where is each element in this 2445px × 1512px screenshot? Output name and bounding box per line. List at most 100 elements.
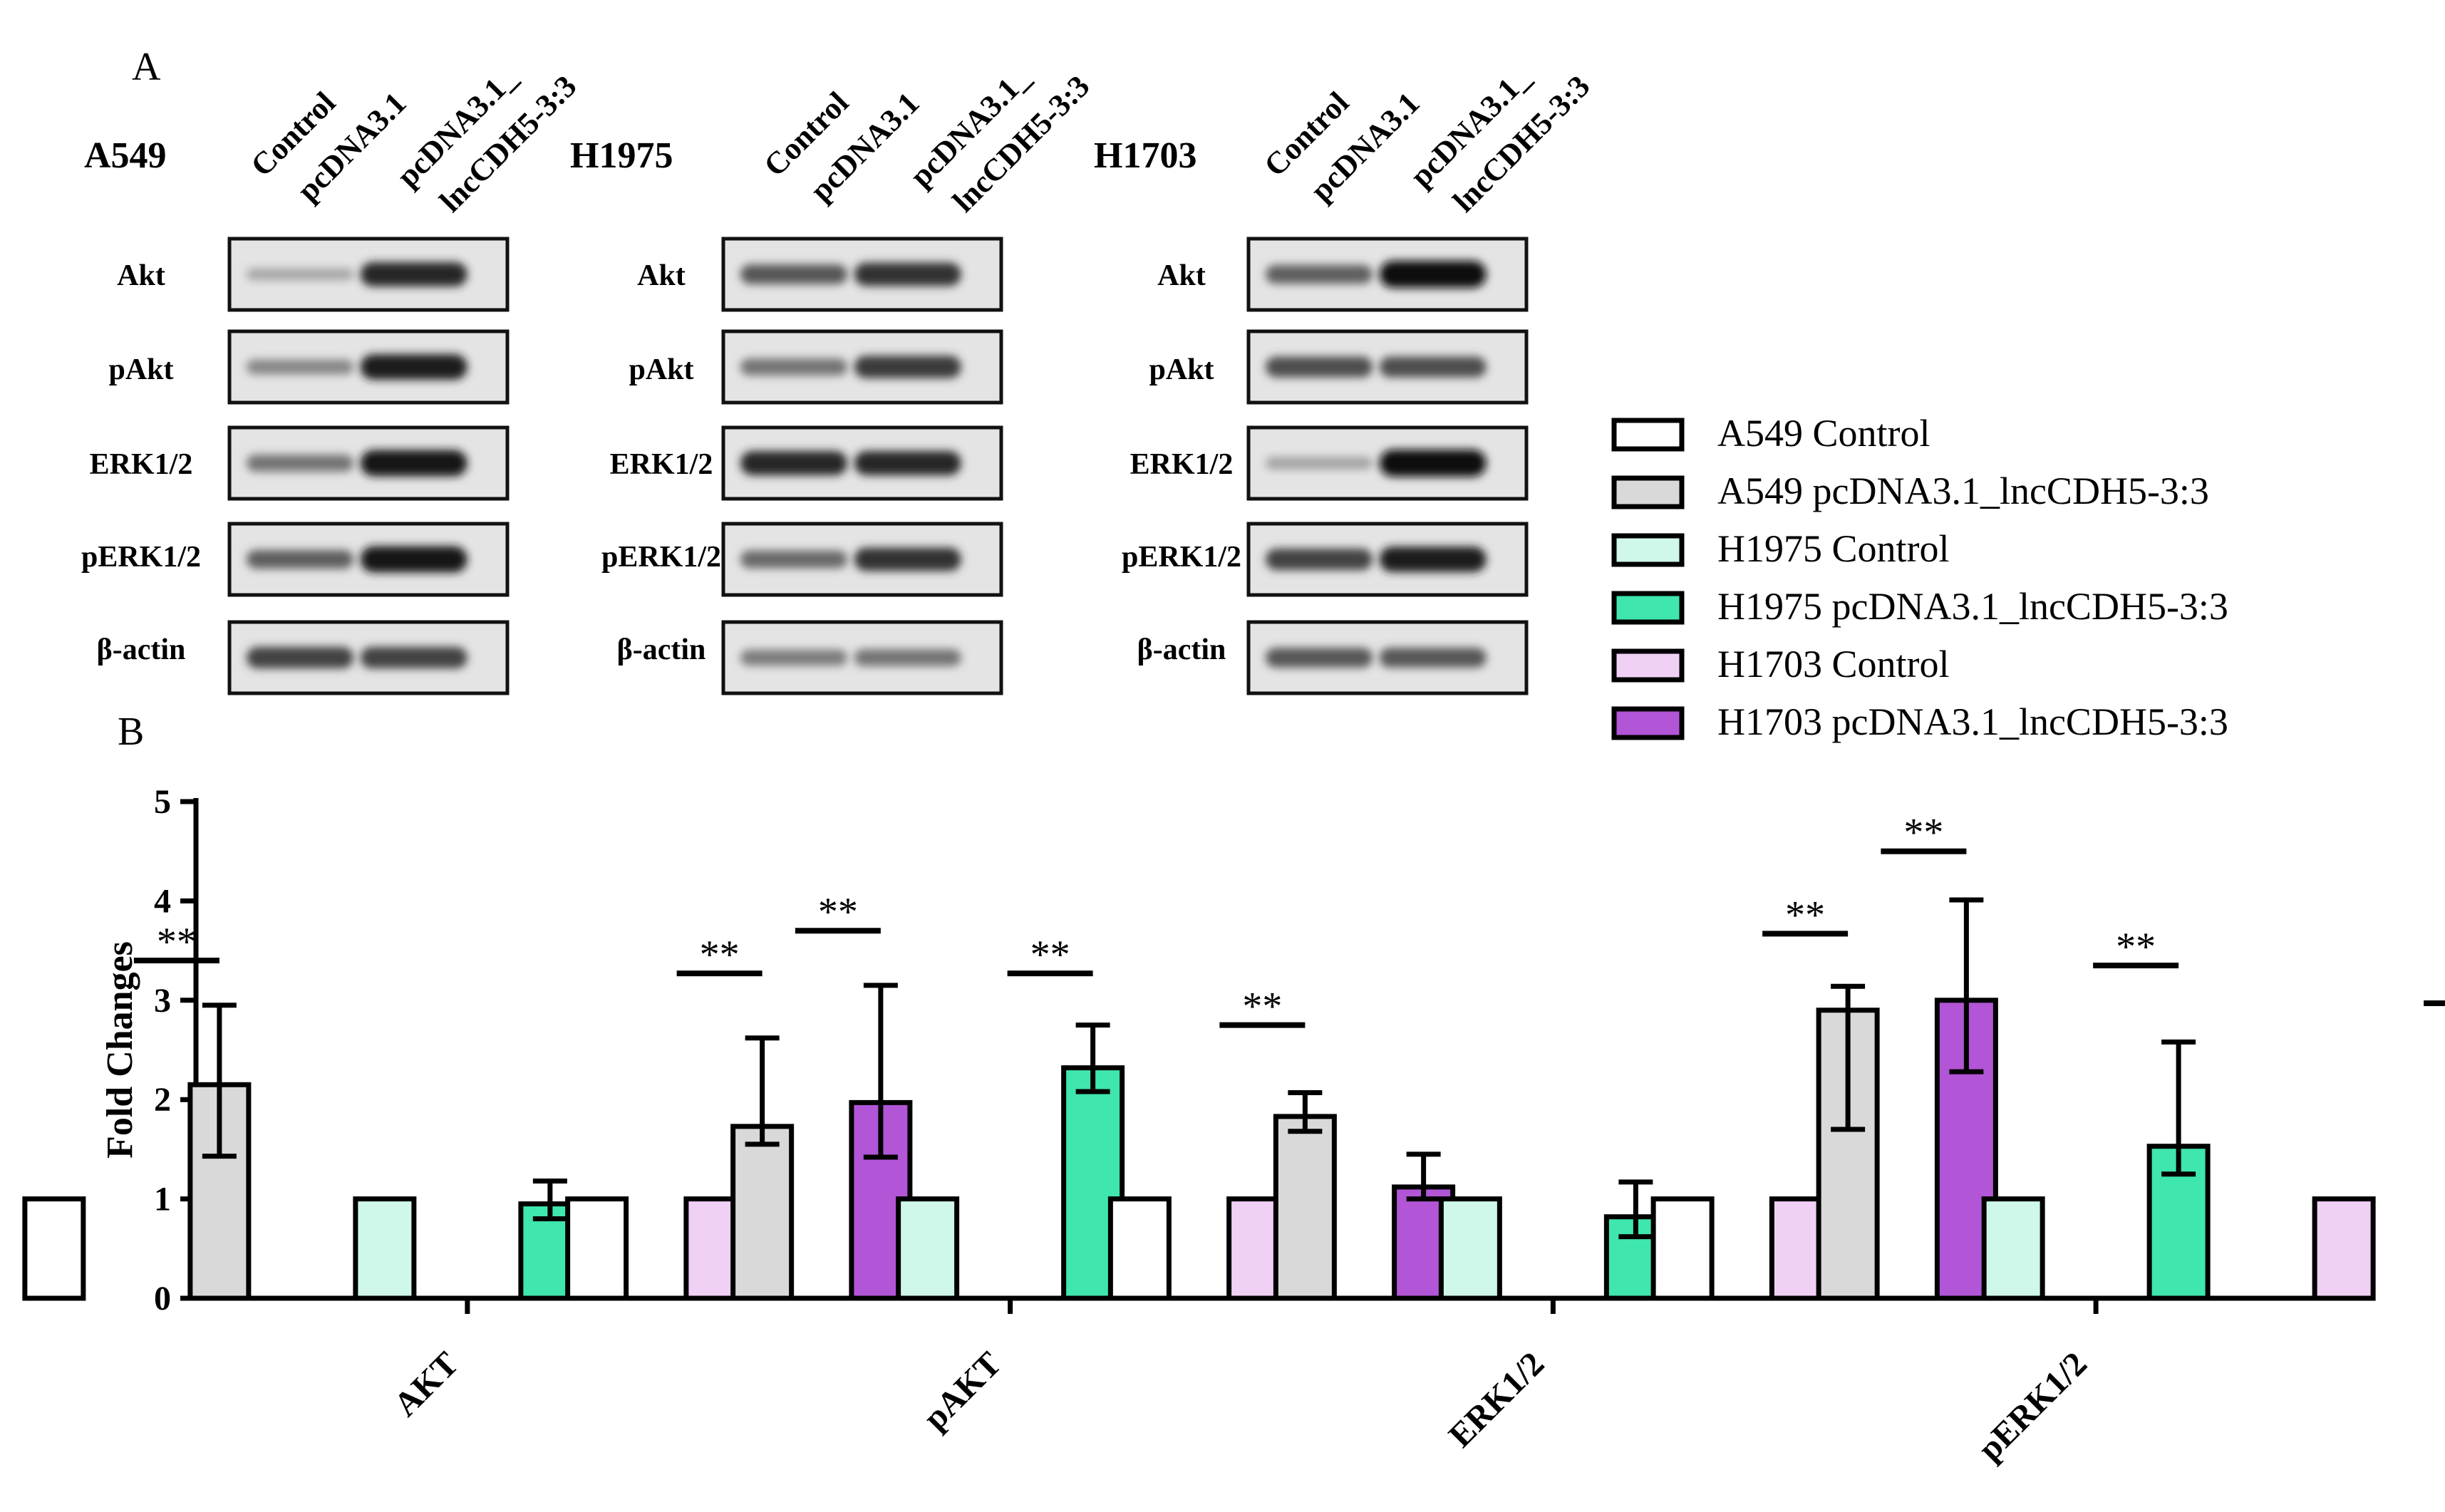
bar <box>1981 1196 2045 1301</box>
blot-band <box>1379 356 1487 378</box>
cell-line-title: H1703 <box>1094 135 1196 176</box>
blot-band <box>1379 261 1487 288</box>
blot-strip <box>721 329 1003 405</box>
significance-label: ** <box>1242 985 1282 1029</box>
bar <box>1273 1114 1337 1301</box>
protein-label: ERK1/2 <box>1130 448 1234 481</box>
protein-label: pAkt <box>1149 353 1214 386</box>
blot-strip <box>1246 425 1529 501</box>
protein-label: pERK1/2 <box>81 541 201 574</box>
blot-band <box>247 359 353 375</box>
protein-label: Akt <box>637 259 686 292</box>
bar <box>1107 1196 1172 1301</box>
blot-strip <box>1246 329 1529 405</box>
blot-band <box>1266 548 1373 571</box>
blot-band <box>1379 648 1487 668</box>
y-tick-label: 3 <box>154 982 171 1020</box>
blot-band <box>740 450 847 476</box>
legend-label: A549 Control <box>1717 412 1930 455</box>
legend: A549 Control A549 pcDNA3.1_lncCDH5-3:3 H19… <box>1611 412 2228 743</box>
blot-band <box>247 549 353 569</box>
legend-swatch <box>1611 706 1685 740</box>
blot-band <box>1379 450 1487 477</box>
legend-label: H1703 Control <box>1717 643 1950 685</box>
blot-band <box>740 649 847 666</box>
blot-strip <box>227 329 510 405</box>
significance-label: ** <box>157 920 197 964</box>
blot-band <box>360 450 467 477</box>
legend-label: A549 pcDNA3.1_lncCDH5-3:3 <box>1717 470 2209 512</box>
blot-strip <box>721 425 1003 501</box>
blot-band <box>740 264 847 284</box>
blot-band <box>247 455 353 472</box>
blot-band <box>247 646 353 669</box>
blot-band <box>360 646 467 669</box>
bar <box>353 1196 417 1301</box>
blot-band <box>854 356 961 378</box>
blot-strip <box>721 237 1003 312</box>
y-axis-label: Fold Changes <box>100 941 140 1159</box>
significance-label: ** <box>818 890 858 934</box>
blot-strip <box>1246 522 1529 597</box>
bar <box>2312 1196 2376 1301</box>
protein-label: pAkt <box>108 353 173 386</box>
blot-strip <box>1246 620 1529 695</box>
protein-label: pERK1/2 <box>1122 541 1241 574</box>
bar-chart: 0 1 2 3 4 5 Fold Changes AKT pAKT ERK1/2 pERK1/2 **… <box>22 783 2445 1469</box>
blot-band <box>360 546 467 573</box>
protein-label: pERK1/2 <box>601 541 721 574</box>
protein-label: ERK1/2 <box>90 448 193 481</box>
x-category-label: AKT <box>387 1345 466 1424</box>
blot-group-h1975: H1975 ControlpcDNA3.1pcDNA3.1_lncCDH5-3:3… <box>570 60 1096 695</box>
x-category-label: pAKT <box>916 1345 1008 1437</box>
blot-strip <box>227 237 510 312</box>
blot-band <box>360 354 467 380</box>
legend-swatch <box>1611 533 1685 567</box>
protein-label: Akt <box>117 259 165 292</box>
legend-label: H1975 Control <box>1717 527 1950 570</box>
bar <box>22 1196 86 1301</box>
y-tick-label: 1 <box>154 1181 171 1218</box>
bar <box>896 1196 960 1301</box>
panel-label-a: A <box>132 45 161 89</box>
blot-band <box>360 262 467 287</box>
protein-label: β-actin <box>617 633 706 666</box>
blot-strip <box>1246 237 1529 312</box>
bar <box>565 1196 629 1301</box>
legend-swatch <box>1611 591 1685 625</box>
bar <box>730 1124 795 1301</box>
blot-strip <box>721 620 1003 695</box>
legend-swatch <box>1611 418 1685 452</box>
y-tick-label: 0 <box>154 1280 171 1317</box>
protein-label: Akt <box>1157 259 1206 292</box>
blot-strip <box>227 425 510 501</box>
bar <box>187 1082 252 1301</box>
blot-band <box>854 649 961 666</box>
blot-strip <box>721 522 1003 597</box>
blot-strip <box>227 620 510 695</box>
legend-label: H1975 pcDNA3.1_lncCDH5-3:3 <box>1717 585 2228 628</box>
significance-label: ** <box>700 933 740 977</box>
significance-label: ** <box>1785 893 1825 937</box>
blot-band <box>1266 648 1373 668</box>
protein-label: ERK1/2 <box>610 448 713 481</box>
x-category-label: pERK1/2 <box>1971 1345 2094 1468</box>
bar <box>1438 1196 1502 1301</box>
protein-label: β-actin <box>1137 633 1226 666</box>
significance-label: ** <box>1903 811 1943 855</box>
blot-band <box>740 550 847 569</box>
x-category-label: ERK1/2 <box>1442 1345 1551 1454</box>
bar <box>1650 1196 1715 1301</box>
protein-label: β-actin <box>97 633 186 666</box>
significance-label: ** <box>2116 925 2156 969</box>
y-tick-label: 4 <box>154 882 171 920</box>
y-tick-label: 5 <box>154 783 171 821</box>
blot-band <box>1266 264 1373 284</box>
blot-band <box>854 450 961 476</box>
blot-band <box>1379 547 1487 572</box>
blot-group-a549: A549 ControlpcDNA3.1pcDNA3.1_lncCDH5-3:3A… <box>81 60 583 695</box>
blot-band <box>854 262 961 286</box>
y-tick-label: 2 <box>154 1081 171 1119</box>
blot-strip <box>227 522 510 597</box>
